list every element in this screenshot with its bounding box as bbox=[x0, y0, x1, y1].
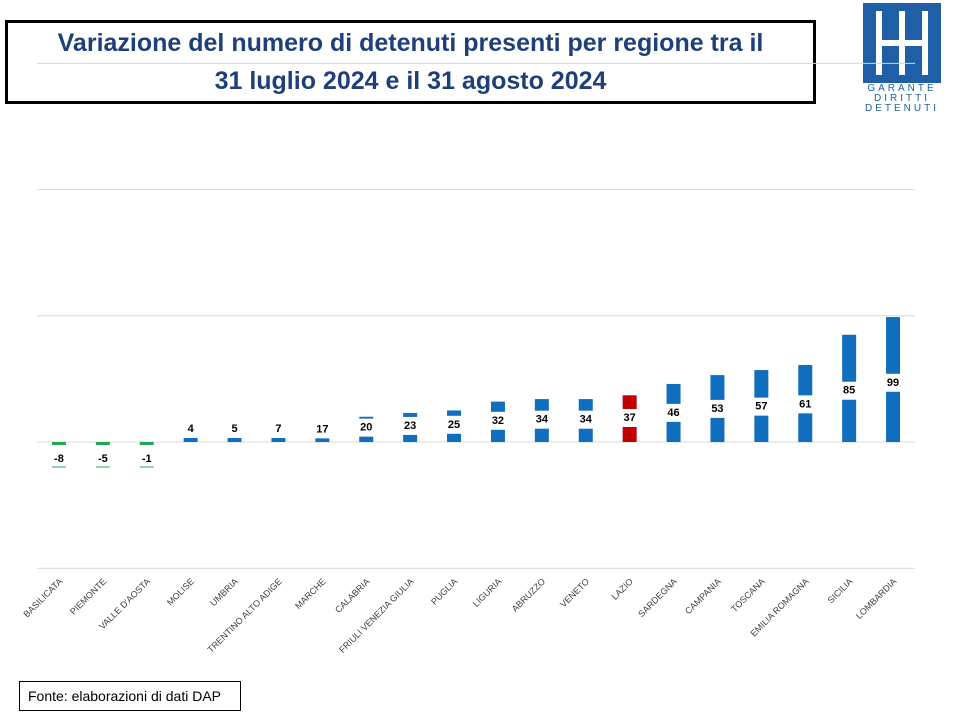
bar bbox=[95, 442, 110, 445]
data-label: 46 bbox=[667, 407, 679, 419]
data-label: 34 bbox=[580, 414, 593, 426]
category-label: TOSCANA bbox=[729, 576, 767, 614]
category-label: LOMBARDIA bbox=[854, 576, 899, 621]
data-label: -8 bbox=[54, 453, 64, 465]
category-label: CAMPANIA bbox=[683, 576, 723, 616]
data-label: -1 bbox=[142, 453, 152, 465]
data-label-background bbox=[706, 399, 729, 418]
category-label: TRENTINO ALTO ADIGE bbox=[206, 576, 284, 654]
data-label: -5 bbox=[98, 453, 108, 465]
data-label-background bbox=[311, 420, 334, 439]
chart-title-line-2: 31 luglio 2024 e il 31 agosto 2024 bbox=[214, 67, 607, 95]
category-label: SICILIA bbox=[826, 576, 855, 605]
data-label-background bbox=[355, 418, 378, 437]
data-label: 37 bbox=[624, 412, 636, 424]
data-label-background bbox=[794, 395, 817, 414]
bar bbox=[227, 438, 242, 442]
bar bbox=[139, 442, 154, 445]
category-label: UMBRIA bbox=[208, 576, 240, 608]
category-label: MOLISE bbox=[165, 576, 196, 607]
data-label-background bbox=[838, 381, 861, 400]
category-label: LIGURIA bbox=[471, 576, 504, 609]
logo-word-1: GARANTE bbox=[867, 83, 937, 94]
data-label: 53 bbox=[711, 403, 723, 415]
garante-logo-mark bbox=[863, 3, 941, 83]
data-label: 57 bbox=[755, 401, 767, 413]
data-label: 23 bbox=[404, 420, 416, 432]
category-label: PUGLIA bbox=[429, 576, 459, 606]
data-label: 20 bbox=[360, 422, 372, 434]
category-label: LAZIO bbox=[610, 576, 635, 601]
data-label: 5 bbox=[231, 423, 237, 435]
data-label: 85 bbox=[843, 385, 855, 397]
data-label: 4 bbox=[188, 423, 195, 435]
data-label: 34 bbox=[536, 414, 549, 426]
data-label: 61 bbox=[799, 398, 811, 410]
bar bbox=[51, 442, 66, 445]
category-label: BASILICATA bbox=[21, 576, 64, 619]
chart-bars bbox=[51, 317, 901, 445]
data-label-background bbox=[618, 408, 641, 427]
category-label: CALABRIA bbox=[333, 576, 372, 615]
category-label: SARDEGNA bbox=[636, 576, 679, 619]
bar bbox=[183, 438, 198, 442]
chart-title-line-1: Variazione del numero di detenuti presen… bbox=[57, 29, 764, 57]
garante-logo: GARANTE DIRITTI DETENUTI bbox=[863, 3, 941, 115]
data-label: 25 bbox=[448, 419, 460, 431]
data-label: 7 bbox=[275, 423, 281, 435]
data-label-background bbox=[662, 403, 685, 422]
chart-title-box: Variazione del numero di detenuti presen… bbox=[5, 20, 816, 104]
data-label-background bbox=[399, 416, 422, 435]
category-label: PIEMONTE bbox=[68, 576, 108, 616]
data-label-background bbox=[486, 411, 509, 430]
data-label-background bbox=[882, 373, 905, 392]
logo-word-2: DIRITTI bbox=[874, 93, 930, 104]
bar bbox=[271, 438, 286, 442]
logo-word-3: DETENUTI bbox=[865, 103, 939, 114]
data-label: 99 bbox=[887, 377, 899, 389]
data-label-background bbox=[750, 397, 773, 416]
source-note: Fonte: elaborazioni di dati DAP bbox=[19, 681, 241, 711]
data-label-background bbox=[574, 410, 597, 429]
category-label: ABRUZZO bbox=[510, 576, 547, 613]
data-label: 17 bbox=[316, 423, 328, 435]
category-label: FRIULI VENEZIA GIULIA bbox=[337, 576, 416, 655]
chart-gridlines bbox=[37, 62, 915, 569]
data-label: 32 bbox=[492, 415, 504, 427]
data-label-background bbox=[443, 415, 466, 434]
category-label: VENETO bbox=[558, 576, 591, 609]
category-label: MARCHE bbox=[293, 576, 328, 611]
data-label-background bbox=[530, 410, 553, 429]
